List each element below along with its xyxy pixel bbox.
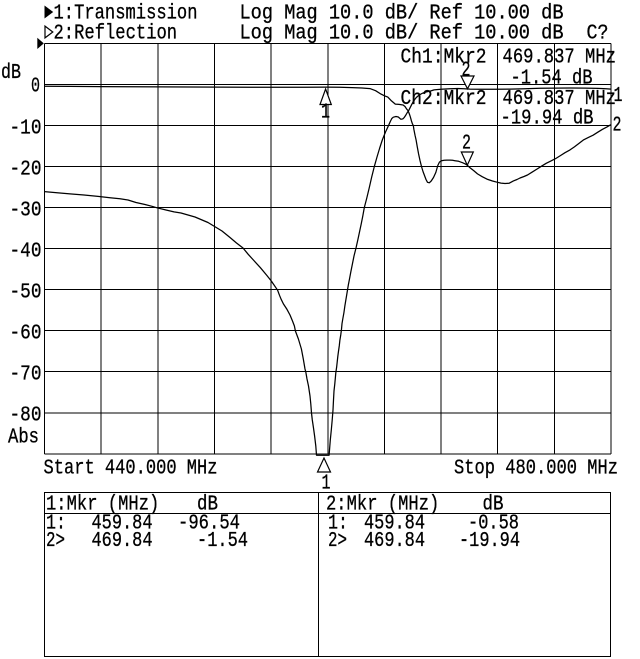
- svg-text:-0.58: -0.58: [468, 513, 519, 536]
- svg-text:1: 1: [321, 102, 330, 125]
- svg-text:-1.54 dB: -1.54 dB: [511, 67, 593, 90]
- svg-text:-30: -30: [10, 199, 42, 222]
- svg-text:-20: -20: [10, 158, 42, 181]
- svg-text:Log Mag 10.0 dB/ Ref 10.00: Log Mag 10.0 dB/ Ref 10.00 dB: [240, 23, 564, 46]
- svg-text:469.837 MHz: 469.837 MHz: [503, 88, 617, 111]
- svg-text:-70: -70: [10, 364, 42, 387]
- svg-text:2:Mkr (MHz): 2:Mkr (MHz): [326, 494, 439, 517]
- svg-text:Start 440.000 MHz: Start 440.000 MHz: [44, 458, 218, 481]
- svg-text:2:Reflection: 2:Reflection: [54, 23, 178, 46]
- svg-text:-40: -40: [10, 240, 42, 263]
- svg-text:0: 0: [31, 76, 40, 99]
- svg-text:-10: -10: [10, 117, 42, 140]
- svg-text:Stop 480.000 MHz: Stop 480.000 MHz: [454, 458, 618, 481]
- svg-text:2: 2: [462, 59, 471, 82]
- svg-text:dB: dB: [1, 62, 21, 85]
- svg-text:1:Transmission: 1:Transmission: [54, 3, 198, 26]
- svg-text:C?: C?: [587, 23, 609, 46]
- svg-text:469.84: 469.84: [92, 530, 153, 553]
- svg-text:Ch1:Mkr2: Ch1:Mkr2: [401, 47, 487, 70]
- svg-text:-60: -60: [10, 322, 42, 345]
- svg-text:1:: 1:: [46, 513, 66, 536]
- svg-text:-96.54: -96.54: [178, 513, 240, 536]
- svg-text:1:Mkr (MHz): 1:Mkr (MHz): [46, 494, 159, 517]
- svg-text:2>: 2>: [328, 530, 347, 553]
- svg-text:dB: dB: [197, 494, 218, 517]
- svg-text:469.837 MHz: 469.837 MHz: [503, 47, 617, 70]
- svg-text:-1.54: -1.54: [197, 530, 248, 553]
- svg-text:-80: -80: [10, 405, 42, 428]
- svg-text:1: 1: [614, 85, 623, 108]
- svg-text:469.84: 469.84: [364, 530, 425, 553]
- svg-text:dB: dB: [483, 494, 504, 517]
- svg-text:2>: 2>: [46, 530, 65, 553]
- svg-text:2: 2: [613, 115, 622, 138]
- svg-text:Ch2:Mkr2: Ch2:Mkr2: [401, 88, 487, 111]
- svg-text:1: 1: [322, 473, 331, 496]
- svg-text:1:: 1:: [328, 513, 348, 536]
- svg-text:Log Mag 10.0 dB/ Ref 10.00: Log Mag 10.0 dB/ Ref 10.00 dB: [240, 3, 564, 26]
- svg-text:-19.94 dB: -19.94 dB: [501, 107, 594, 130]
- svg-text:459.84: 459.84: [92, 513, 153, 536]
- svg-text:-19.94: -19.94: [459, 530, 520, 553]
- svg-text:-50: -50: [10, 281, 42, 304]
- svg-text:459.84: 459.84: [364, 513, 425, 536]
- svg-text:Abs: Abs: [8, 427, 39, 450]
- svg-text:2: 2: [462, 132, 471, 155]
